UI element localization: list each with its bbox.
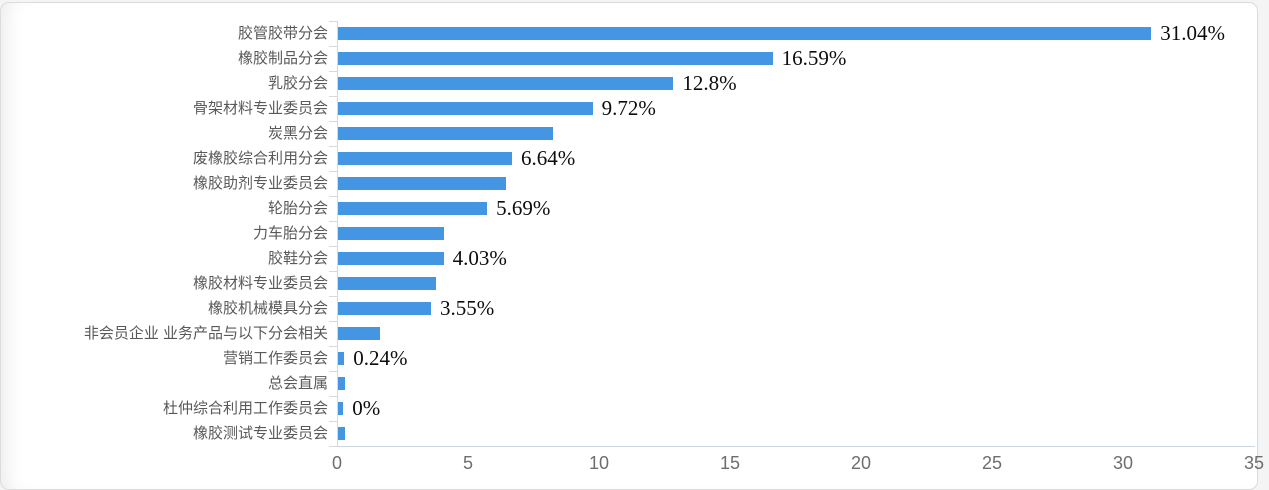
bar	[338, 427, 346, 440]
bar-value-label: 6.64%	[520, 145, 576, 170]
bar-row: 12.8%	[338, 71, 1255, 96]
bar	[338, 177, 506, 190]
x-axis-tick-label: 5	[462, 453, 474, 473]
category-axis-labels: 胶管胶带分会 橡胶制品分会 乳胶分会 骨架材料专业委员会 炭黑分会 废橡胶综合利用分会 橡胶…	[1, 21, 328, 446]
y-axis-tick	[329, 221, 338, 222]
bar-row: 31.04%	[338, 21, 1255, 46]
y-axis-tick	[329, 321, 338, 322]
y-axis-tick	[329, 296, 338, 297]
bar-row: 0%	[338, 396, 1255, 421]
bar	[338, 202, 488, 215]
y-axis-tick	[329, 446, 338, 447]
category-label: 营销工作委员会	[222, 350, 328, 367]
bar	[338, 77, 674, 90]
y-axis-tick	[329, 71, 338, 72]
y-axis-tick	[329, 246, 338, 247]
y-axis-tick	[329, 46, 338, 47]
bar	[338, 402, 344, 415]
category-label: 轮胎分会	[267, 200, 328, 217]
bar-row: 5.69%	[338, 196, 1255, 221]
y-axis-tick	[329, 396, 338, 397]
category-label: 废橡胶综合利用分会	[192, 150, 328, 167]
bar-row: 6.64%	[338, 146, 1255, 171]
category-label: 力车胎分会	[252, 225, 328, 242]
category-label: 杜仲综合利用工作委员会	[162, 400, 328, 417]
category-label: 橡胶助剂专业委员会	[192, 175, 328, 192]
bar-row: 3.55%	[338, 296, 1255, 321]
x-axis-tick-label: 15	[719, 453, 741, 473]
bar-row: 9.72%	[338, 96, 1255, 121]
bar-value-label: 31.04%	[1160, 20, 1225, 45]
category-label: 胶鞋分会	[267, 250, 328, 267]
y-axis-tick	[329, 196, 338, 197]
bar-row	[338, 271, 1255, 296]
bar-value-label: 3.55%	[440, 295, 495, 320]
plot-area: 31.04% 16.59% 12.8% 9.72% 6.64% 5.69% 4.03% 3.5…	[329, 21, 1255, 447]
bar-row	[338, 221, 1255, 246]
y-axis-tick	[329, 271, 338, 272]
bar-row	[338, 421, 1255, 446]
x-axis-tick-label: 0	[331, 453, 343, 473]
y-axis-tick	[329, 121, 338, 122]
bar	[338, 327, 380, 340]
category-label: 胶管胶带分会	[237, 25, 328, 42]
category-label: 非会员企业 业务产品与以下分会相关	[83, 325, 328, 342]
bar-row	[338, 321, 1255, 346]
category-label: 橡胶机械模具分会	[207, 300, 328, 317]
bar	[338, 352, 345, 365]
x-axis-tick-label: 30	[1112, 453, 1134, 473]
y-axis-tick	[329, 21, 338, 22]
y-axis-tick	[329, 96, 338, 97]
bar-row: 0.24%	[338, 346, 1255, 371]
bar	[338, 102, 593, 115]
bar	[338, 152, 512, 165]
y-axis-tick	[329, 346, 338, 347]
category-label: 骨架材料专业委员会	[192, 100, 328, 117]
bar	[338, 277, 437, 290]
bar	[338, 52, 773, 65]
x-axis-tick-label: 35	[1243, 453, 1265, 473]
bar	[338, 377, 345, 390]
bar-value-label: 9.72%	[601, 95, 656, 120]
bar	[338, 127, 553, 140]
bar-value-label: 0%	[352, 395, 381, 420]
bar-row: 16.59%	[338, 46, 1255, 71]
y-axis-tick	[329, 421, 338, 422]
y-axis-tick	[329, 171, 338, 172]
x-axis-tick-label: 10	[588, 453, 610, 473]
bar-row	[338, 171, 1255, 196]
category-label: 橡胶材料专业委员会	[192, 275, 328, 292]
y-axis-tick	[329, 371, 338, 372]
category-label: 乳胶分会	[267, 75, 328, 92]
bar-row	[338, 121, 1255, 146]
category-label: 总会直属	[267, 375, 328, 392]
bar-row	[338, 371, 1255, 396]
bar-value-label: 12.8%	[682, 70, 737, 95]
category-label: 橡胶制品分会	[237, 50, 328, 67]
bar	[338, 227, 445, 240]
category-label: 橡胶测试专业委员会	[192, 425, 328, 442]
bar-value-label: 16.59%	[781, 45, 847, 70]
x-axis-tick-labels: 0 5 10 15 20 25 30 35	[332, 453, 1264, 481]
category-label: 炭黑分会	[267, 125, 328, 142]
x-axis-tick-label: 20	[850, 453, 872, 473]
bar-value-label: 4.03%	[452, 245, 507, 270]
bar-row: 4.03%	[338, 246, 1255, 271]
bar	[338, 252, 444, 265]
bar-value-label: 5.69%	[496, 195, 551, 220]
x-axis-tick-label: 25	[981, 453, 1003, 473]
bar-value-label: 0.24%	[353, 345, 408, 370]
bar	[338, 302, 431, 315]
y-axis-tick	[329, 146, 338, 147]
bar	[338, 27, 1152, 40]
